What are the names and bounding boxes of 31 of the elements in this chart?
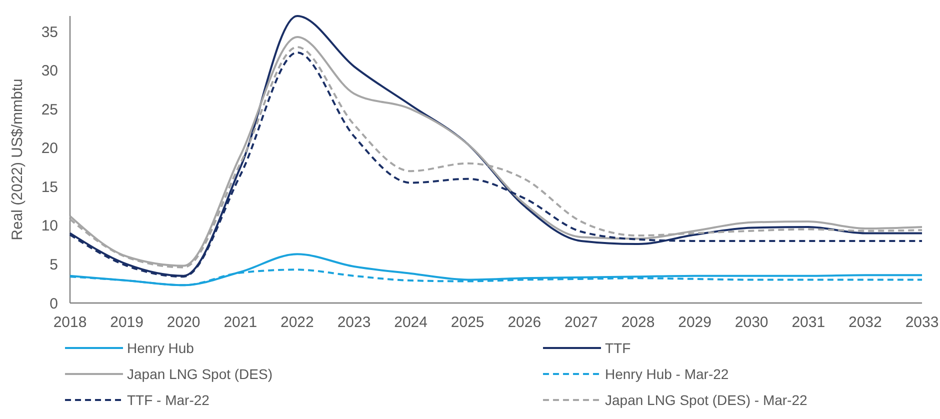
y-tick-label: 15 (41, 178, 58, 196)
x-tick-label: 2029 (678, 314, 712, 331)
y-tick-label: 30 (41, 62, 58, 80)
legend-label: TTF - Mar-22 (127, 392, 210, 408)
x-tick-label: 2024 (394, 314, 428, 331)
y-tick-label: 20 (41, 140, 58, 158)
x-tick-label: 2030 (734, 314, 768, 331)
x-tick-label: 2033 (905, 314, 939, 331)
x-tick-label: 2020 (166, 314, 200, 331)
y-axis-title: Real (2022) US$/mmbtu (9, 78, 26, 240)
y-tick-label: 10 (41, 218, 58, 235)
y-tick-label: 5 (50, 256, 58, 274)
x-tick-label: 2031 (792, 314, 826, 331)
x-tick-label: 2027 (564, 314, 598, 331)
x-tick-label: 2025 (450, 314, 484, 331)
x-tick-label: 2019 (110, 314, 144, 331)
legend-label: Henry Hub - Mar-22 (605, 366, 729, 382)
y-tick-label: 0 (50, 295, 58, 312)
y-tick-label: 25 (41, 101, 58, 118)
legend-label: Japan LNG Spot (DES) - Mar-22 (605, 392, 808, 408)
x-tick-label: 2021 (224, 314, 258, 331)
x-tick-label: 2022 (280, 314, 314, 331)
x-tick-label: 2023 (337, 314, 371, 331)
legend-label: TTF (605, 340, 631, 356)
x-tick-label: 2028 (621, 314, 655, 331)
x-tick-label: 2026 (508, 314, 542, 331)
legend-label: Henry Hub (127, 340, 194, 356)
x-tick-label: 2032 (848, 314, 882, 331)
x-tick-label: 2018 (53, 314, 87, 331)
legend-label: Japan LNG Spot (DES) (127, 366, 273, 382)
y-tick-label: 35 (41, 24, 58, 41)
